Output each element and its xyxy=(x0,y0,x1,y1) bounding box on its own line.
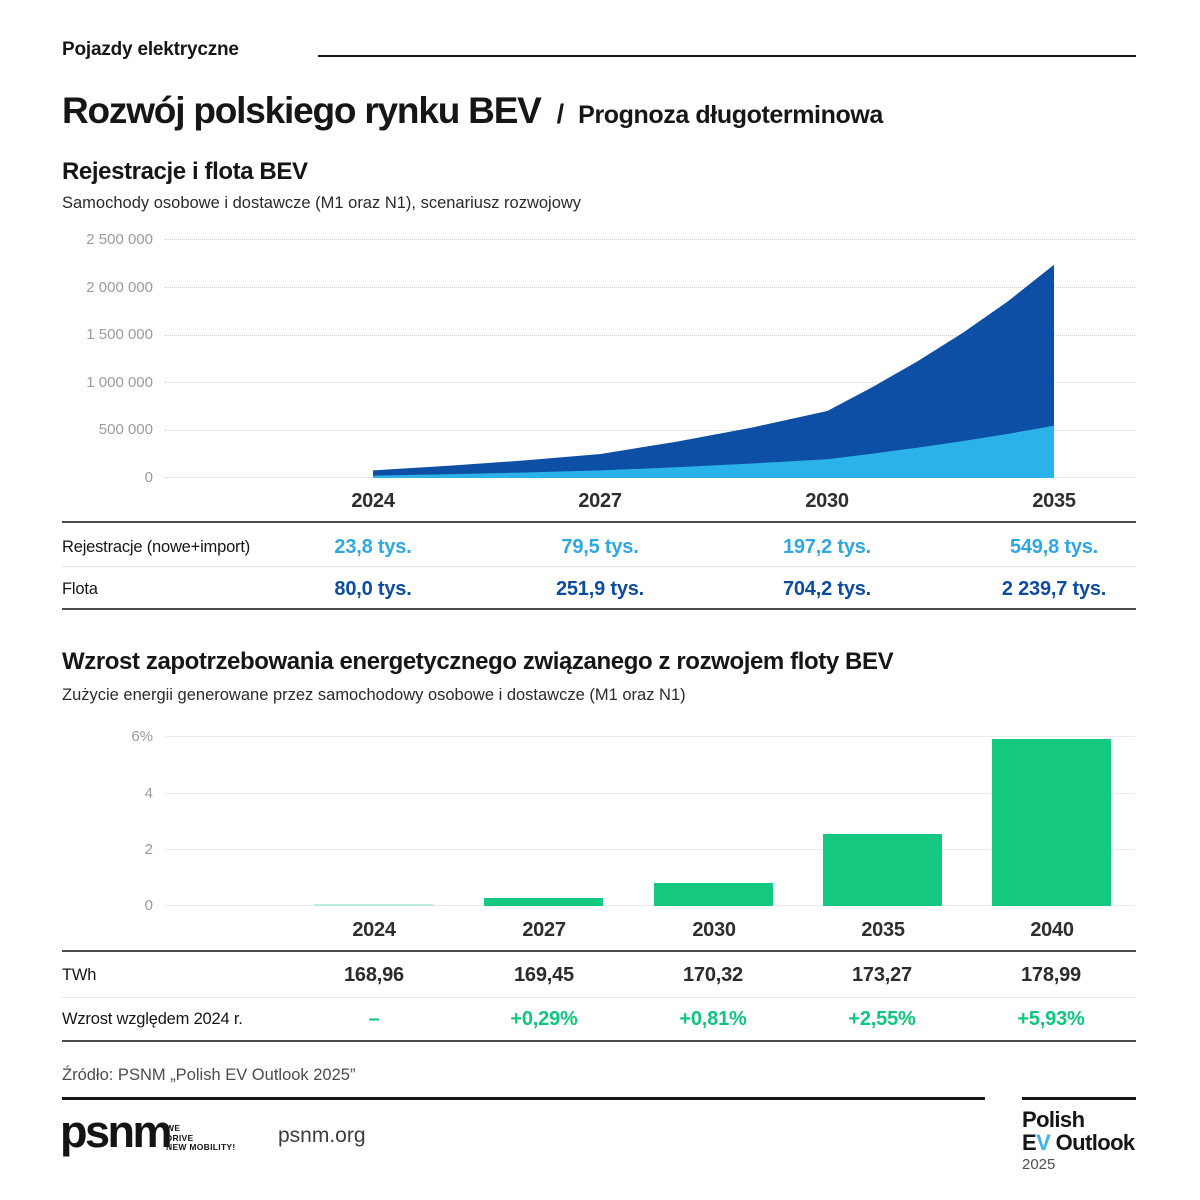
outlook-v: V xyxy=(1036,1130,1051,1155)
table1-cell: 80,0 tys. xyxy=(334,578,412,600)
table2-top-rule xyxy=(62,950,1136,952)
table1-cell: 704,2 tys. xyxy=(782,578,872,600)
table1-cell: 197,2 tys. xyxy=(782,536,872,558)
table1-cell: 251,9 tys. xyxy=(555,578,645,600)
gridline xyxy=(165,287,1135,288)
bar-2040 xyxy=(992,739,1111,906)
psnm-logo-tagline: WE DRIVE NEW MOBILITY! xyxy=(166,1123,236,1153)
table2-row2-label: Wzrost względem 2024 r. xyxy=(62,1010,243,1028)
gridline xyxy=(165,239,1135,240)
chart1-title: Rejestracje i flota BEV xyxy=(62,158,308,185)
table1-top-rule xyxy=(62,521,1136,523)
outlook-e: E xyxy=(1022,1130,1037,1155)
table1-bottom-rule xyxy=(62,608,1136,610)
chart2-x-tick: 2030 xyxy=(692,919,736,941)
table2-cell: 170,32 xyxy=(683,964,743,986)
table1-cell: 23,8 tys. xyxy=(334,536,412,558)
chart2-x-tick: 2040 xyxy=(1030,919,1074,941)
chart2-y-tick: 4 xyxy=(144,785,153,802)
gridline xyxy=(165,905,1135,906)
chart2-y-tick: 6% xyxy=(131,728,153,745)
outlook-logo-line2: EV Outlook xyxy=(1022,1131,1135,1154)
table2-bottom-rule xyxy=(62,1040,1136,1042)
chart1-y-tick: 0 xyxy=(144,469,153,486)
table2-cell: +0,29% xyxy=(510,1008,578,1030)
bar-2035 xyxy=(823,834,942,906)
eyebrow-divider-line xyxy=(318,55,1136,57)
chart2-title: Wzrost zapotrzebowania energetycznego zw… xyxy=(62,648,894,675)
chart2-y-tick: 2 xyxy=(144,841,153,858)
bar-2027 xyxy=(484,897,603,906)
gridline xyxy=(165,849,1135,850)
table1-mid-rule xyxy=(62,566,1136,567)
table2-cell: – xyxy=(368,1008,380,1030)
gridline xyxy=(165,736,1135,737)
chart1-y-tick: 1 500 000 xyxy=(86,326,153,343)
table1-row2-label: Flota xyxy=(62,580,98,598)
chart1-y-tick: 1 000 000 xyxy=(86,374,153,391)
chart2-subtitle: Zużycie energii generowane przez samocho… xyxy=(62,686,686,704)
bev-fleet-area-chart xyxy=(373,264,1054,478)
table1-cell: 79,5 tys. xyxy=(561,536,639,558)
chart1-y-tick: 2 500 000 xyxy=(86,231,153,248)
table2-cell: +5,93% xyxy=(1017,1008,1085,1030)
outlook-logo-year: 2025 xyxy=(1022,1156,1056,1173)
bar-2030 xyxy=(654,883,773,906)
page-title: Rozwój polskiego rynku BEV / Prognoza dł… xyxy=(62,90,883,132)
table2-cell: 173,27 xyxy=(852,964,912,986)
psnm-website: psnm.org xyxy=(278,1124,366,1147)
chart1-y-tick: 500 000 xyxy=(98,421,153,438)
page-title-main: Rozwój polskiego rynku BEV xyxy=(62,90,542,131)
chart2-x-tick: 2024 xyxy=(352,919,396,941)
chart2-y-tick: 0 xyxy=(144,897,153,914)
chart2-x-tick: 2035 xyxy=(861,919,905,941)
chart1-x-tick: 2035 xyxy=(1032,490,1076,512)
outlook-rest: Outlook xyxy=(1050,1130,1136,1155)
chart2-x-tick: 2027 xyxy=(522,919,566,941)
eyebrow-label: Pojazdy elektryczne xyxy=(62,39,239,60)
psnm-logo: psnm xyxy=(60,1106,173,1157)
table2-cell: +0,81% xyxy=(679,1008,747,1030)
table2-row1-label: TWh xyxy=(62,966,97,984)
chart1-subtitle: Samochody osobowe i dostawcze (M1 oraz N… xyxy=(62,194,582,212)
bar-2024 xyxy=(314,904,433,906)
page-title-separator: / xyxy=(556,99,565,129)
outlook-logo-line1: Polish xyxy=(1022,1107,1085,1132)
fleet-area-series xyxy=(373,264,1054,478)
chart1-x-tick: 2024 xyxy=(351,490,395,512)
footer-divider-line xyxy=(62,1097,985,1100)
table1-row1-label: Rejestracje (nowe+import) xyxy=(62,538,251,556)
gridline xyxy=(165,430,1135,431)
source-note: Źródło: PSNM „Polish EV Outlook 2025” xyxy=(62,1066,356,1084)
gridline xyxy=(165,335,1135,336)
table2-cell: 178,99 xyxy=(1021,964,1081,986)
chart1-y-tick: 2 000 000 xyxy=(86,279,153,296)
psnm-tagline-line: DRIVE xyxy=(166,1132,194,1143)
registrations-area-series xyxy=(373,425,1054,478)
chart1-x-tick: 2027 xyxy=(578,490,622,512)
page-title-sub: Prognoza długoterminowa xyxy=(578,101,883,129)
table2-cell: 169,45 xyxy=(514,964,574,986)
chart1-x-tick: 2030 xyxy=(805,490,849,512)
polish-ev-outlook-logo: Polish EV Outlook xyxy=(1022,1108,1135,1154)
table1-cell: 549,8 tys. xyxy=(1009,536,1099,558)
table2-mid-rule xyxy=(62,997,1136,998)
psnm-tagline-line: WE xyxy=(166,1123,181,1133)
table1-cell: 2 239,7 tys. xyxy=(1001,578,1107,600)
gridline xyxy=(165,793,1135,794)
table2-cell: 168,96 xyxy=(344,964,404,986)
table2-cell: +2,55% xyxy=(848,1008,916,1030)
gridline xyxy=(165,382,1135,383)
outlook-logo-line xyxy=(1022,1097,1136,1100)
psnm-tagline-line: NEW MOBILITY! xyxy=(166,1142,236,1152)
